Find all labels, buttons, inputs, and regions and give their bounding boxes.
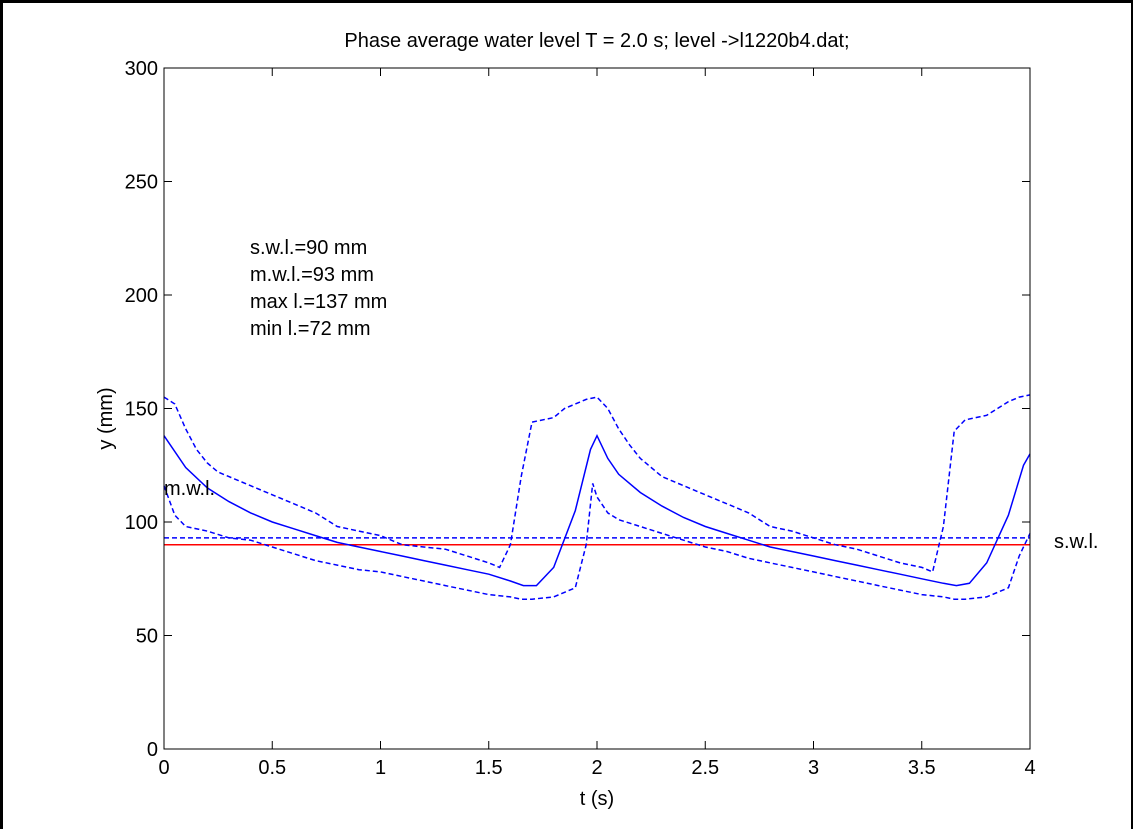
y-tick-label: 50: [136, 626, 158, 648]
plot-lines: [163, 394, 1031, 600]
ticks: 0 0.5 1 1.5 2 2.5 3 3.5 4 0 50 100 150 200 250 300: [125, 58, 1036, 779]
y-tick-label: 200: [125, 285, 158, 307]
series-line-3: [163, 483, 1031, 600]
x-tick-label: 1.5: [475, 757, 503, 779]
stats-line: s.w.l.=90 mm: [250, 237, 367, 259]
x-tick-label: 3: [808, 757, 819, 779]
swl-label: s.w.l.: [1054, 531, 1098, 553]
y-tick-label: 300: [125, 58, 158, 80]
mwl-label: m.w.l.: [164, 478, 215, 500]
x-tick-label: 3.5: [908, 757, 936, 779]
stats-line: min l.=72 mm: [250, 318, 371, 340]
x-tick-label: 0.5: [258, 757, 286, 779]
x-tick-label: 2: [591, 757, 602, 779]
x-tick-label: 1: [375, 757, 386, 779]
y-tick-label: 250: [125, 172, 158, 194]
series-line-1: [163, 433, 1031, 587]
series-line-2: [163, 394, 1031, 573]
stats-annotation: s.w.l.=90 mm m.w.l.=93 mm max l.=137 mm min…: [250, 237, 387, 340]
x-axis-label: t (s): [580, 788, 614, 810]
y-tick-label: 100: [125, 512, 158, 534]
y-tick-label: 0: [147, 739, 158, 761]
x-tick-label: 0: [158, 757, 169, 779]
y-axis-label: y (mm): [95, 387, 117, 449]
axes-box: [163, 67, 1031, 750]
chart-title: Phase average water level T = 2.0 s; lev…: [344, 30, 849, 52]
x-tick-label: 4: [1024, 757, 1035, 779]
x-tick-label: 2.5: [691, 757, 719, 779]
y-tick-label: 150: [125, 399, 158, 421]
stats-line: m.w.l.=93 mm: [250, 264, 374, 286]
stats-line: max l.=137 mm: [250, 291, 387, 313]
